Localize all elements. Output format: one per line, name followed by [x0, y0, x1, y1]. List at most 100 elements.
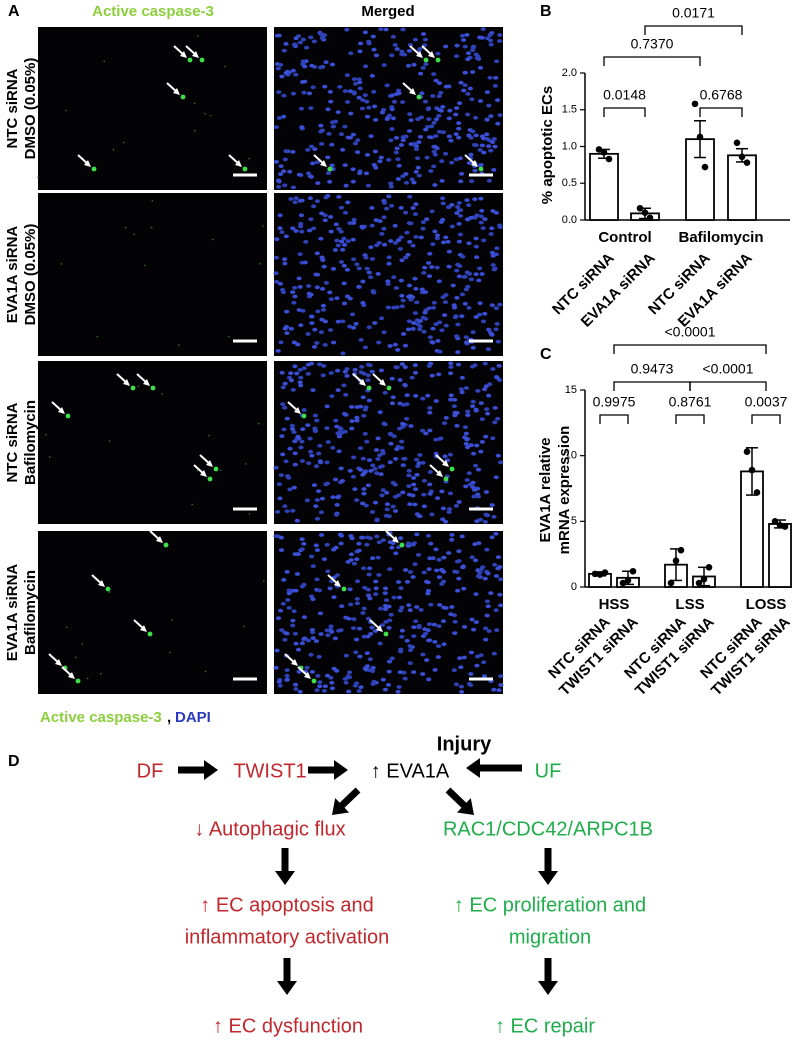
- nucleus: [398, 143, 404, 147]
- nucleus: [299, 459, 305, 463]
- nucleus: [384, 502, 390, 507]
- nucleus: [351, 221, 357, 225]
- nucleus: [396, 88, 402, 93]
- nucleus: [455, 262, 461, 267]
- nucleus: [422, 99, 429, 104]
- nucleus: [292, 364, 298, 369]
- nucleus: [360, 279, 366, 284]
- nucleus: [489, 226, 495, 231]
- nucleus: [351, 77, 357, 82]
- nucleus: [365, 362, 371, 367]
- nucleus: [454, 334, 460, 338]
- nucleus: [287, 487, 293, 492]
- nucleus: [403, 255, 409, 260]
- nucleus: [306, 228, 313, 233]
- nucleus: [288, 197, 294, 201]
- nucleus: [362, 93, 368, 98]
- nucleus: [402, 676, 408, 681]
- nucleus: [463, 386, 469, 390]
- nucleus: [324, 628, 330, 633]
- nucleus: [325, 155, 331, 160]
- nucleus: [415, 156, 421, 161]
- nucleus: [366, 458, 373, 462]
- nucleus: [353, 322, 359, 326]
- nucleus: [374, 534, 380, 539]
- nucleus: [394, 92, 400, 96]
- caspase-signal: [435, 57, 441, 63]
- nucleus: [465, 409, 471, 414]
- nucleus: [460, 564, 466, 569]
- nucleus: [425, 533, 431, 538]
- nucleus: [433, 437, 439, 442]
- nucleus: [425, 125, 431, 129]
- nucleus: [491, 515, 497, 519]
- nucleus: [290, 427, 296, 431]
- nucleus: [382, 390, 388, 395]
- nucleus: [367, 657, 373, 662]
- nucleus: [441, 555, 447, 560]
- nucleus: [328, 371, 334, 375]
- nucleus: [491, 168, 497, 172]
- nucleus: [321, 689, 327, 693]
- flow-arrow: [445, 787, 474, 815]
- nucleus: [422, 310, 428, 315]
- nucleus: [400, 174, 406, 179]
- nucleus: [392, 342, 398, 347]
- nucleus: [312, 327, 318, 332]
- nucleus: [407, 240, 413, 244]
- p-value: 0.0037: [745, 394, 788, 410]
- nucleus: [298, 323, 304, 328]
- nucleus: [330, 267, 337, 271]
- nucleus: [490, 253, 496, 258]
- micrograph: [38, 193, 267, 356]
- nucleus: [412, 370, 419, 375]
- nucleus: [372, 467, 378, 471]
- nucleus: [361, 606, 367, 611]
- nucleus: [356, 285, 362, 289]
- row-label: DMSO (0.05%): [22, 224, 39, 326]
- nucleus: [317, 443, 323, 448]
- nucleus: [484, 137, 490, 141]
- nucleus: [489, 503, 495, 507]
- nucleus: [275, 66, 281, 71]
- nucleus: [451, 668, 457, 673]
- nucleus: [454, 423, 460, 428]
- nucleus: [323, 281, 329, 285]
- nucleus: [391, 305, 397, 310]
- nucleus: [391, 275, 397, 280]
- significance-bracket: [644, 25, 743, 35]
- nucleus: [366, 398, 372, 403]
- data-point: [601, 569, 609, 576]
- nucleus: [316, 655, 322, 659]
- nucleus: [404, 416, 410, 421]
- nucleus: [336, 195, 342, 199]
- nucleus: [388, 441, 394, 446]
- nucleus: [336, 449, 342, 454]
- nucleus: [301, 366, 307, 371]
- nucleus: [319, 35, 325, 40]
- speck: [245, 463, 247, 465]
- nucleus: [314, 418, 320, 423]
- nucleus: [343, 680, 349, 685]
- nucleus: [477, 301, 483, 306]
- nucleus: [468, 277, 474, 282]
- nucleus: [378, 368, 384, 373]
- speck: [133, 233, 135, 236]
- nucleus: [325, 107, 331, 112]
- nucleus: [411, 482, 417, 487]
- nucleus: [335, 495, 341, 500]
- nucleus: [314, 498, 320, 502]
- nucleus: [456, 576, 462, 581]
- nucleus: [302, 260, 308, 265]
- nucleus: [454, 570, 460, 574]
- nucleus: [321, 557, 327, 562]
- nucleus: [303, 45, 310, 50]
- nucleus: [325, 633, 331, 638]
- nucleus: [345, 674, 351, 678]
- diagram-node: ↓ Autophagic flux: [194, 818, 345, 840]
- nucleus: [484, 599, 490, 604]
- data-point: [695, 579, 703, 587]
- panel-label: C: [540, 346, 552, 363]
- nucleus: [390, 116, 396, 121]
- nucleus: [414, 300, 420, 305]
